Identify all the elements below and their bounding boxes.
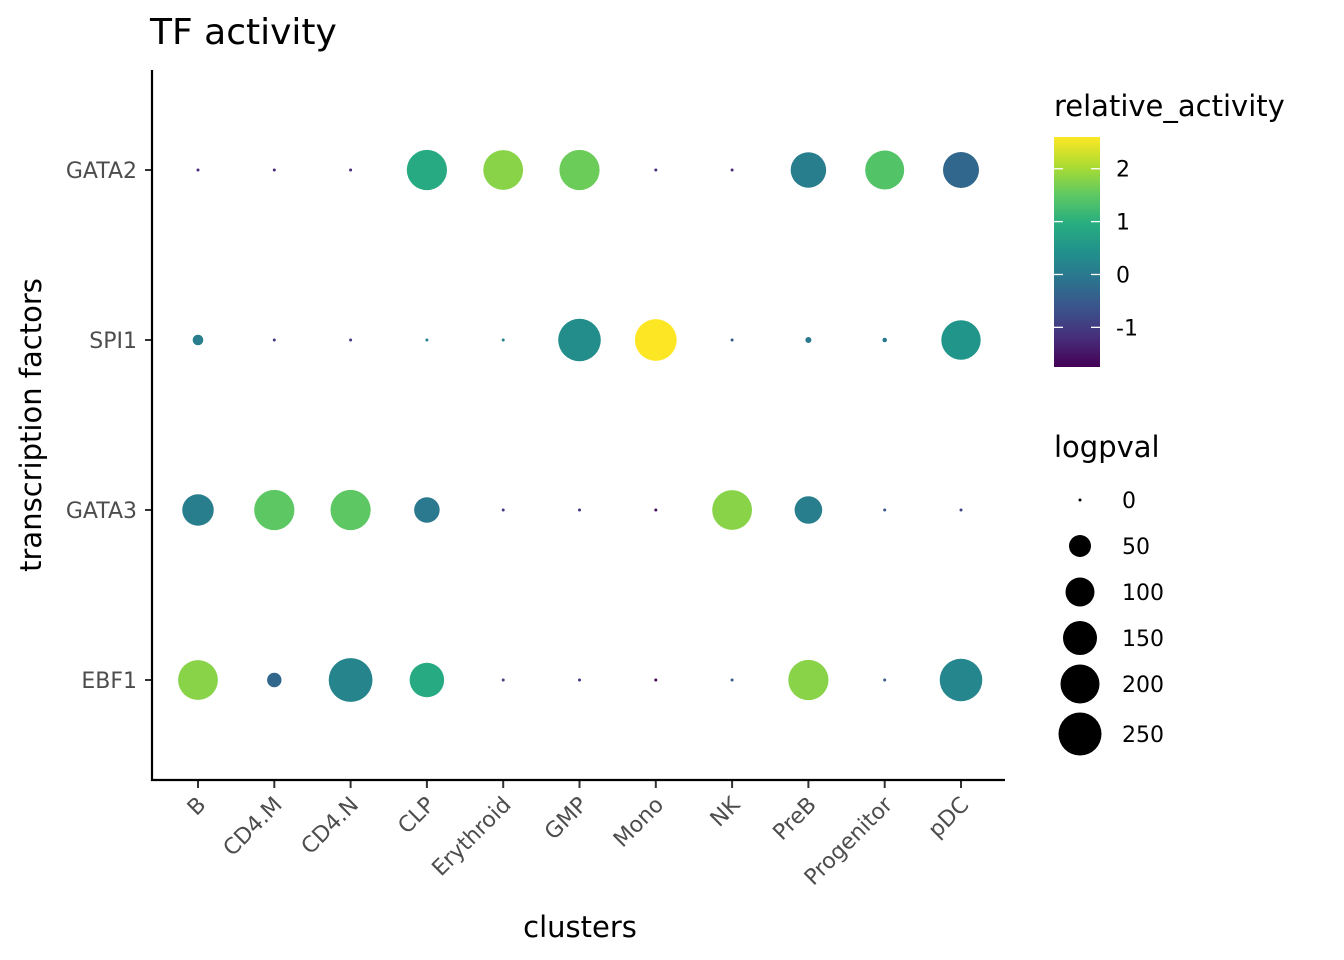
- size-key-label: 100: [1122, 581, 1164, 606]
- color-tick-label: -1: [1116, 316, 1138, 341]
- size-legend-title: logpval: [1054, 430, 1160, 464]
- x-tick-label-clp: CLP: [394, 793, 441, 840]
- point-spi1-cd4-m: [272, 338, 276, 342]
- color-legend-ticks: -1 0 1 2: [1054, 158, 1138, 341]
- size-key-dot: [1065, 577, 1095, 607]
- size-legend: logpval 0 50 100 150 200 250: [1054, 430, 1164, 756]
- size-key-label: 150: [1122, 627, 1164, 652]
- point-gata3-gmp: [578, 508, 581, 512]
- point-gata3-cd4-n: [330, 489, 371, 531]
- point-gata3-nk: [712, 490, 752, 530]
- color-legend-bar: [1054, 137, 1100, 367]
- x-tick-label-pdc: pDC: [924, 793, 974, 843]
- point-gata3-erythroid: [501, 508, 505, 512]
- x-tick-label-gmp: GMP: [540, 793, 593, 846]
- size-key-label: 250: [1122, 723, 1164, 748]
- point-ebf1-gmp: [578, 678, 581, 682]
- point-gata2-b: [196, 168, 200, 172]
- point-ebf1-clp: [409, 662, 445, 698]
- x-tick-label-erythroid: Erythroid: [428, 793, 517, 882]
- point-gata2-gmp: [559, 149, 600, 191]
- point-gata3-clp: [414, 497, 440, 523]
- point-gata2-mono: [654, 168, 658, 172]
- size-key-label: 200: [1122, 673, 1164, 698]
- color-tick-label: 0: [1116, 263, 1130, 288]
- point-ebf1-cd4-m: [267, 672, 282, 688]
- size-key-label: 0: [1122, 489, 1136, 514]
- color-tick-label: 1: [1116, 211, 1130, 236]
- color-legend: relative_activity -1 0 1 2: [1054, 89, 1285, 367]
- point-spi1-cd4-n: [349, 338, 353, 342]
- y-axis-ticks: EBF1 GATA3 SPI1 GATA2: [66, 159, 152, 694]
- size-key-dot: [1060, 664, 1100, 704]
- point-gata2-progenitor: [865, 150, 905, 190]
- x-tick-label-nk: NK: [706, 792, 746, 832]
- x-tick-label-b: B: [183, 793, 211, 821]
- point-spi1-mono: [634, 319, 677, 361]
- point-ebf1-erythroid: [501, 678, 505, 682]
- x-tick-label-cd4-m: CD4.M: [219, 793, 288, 862]
- point-ebf1-mono: [654, 678, 658, 682]
- point-gata3-b: [182, 494, 214, 526]
- point-spi1-nk: [730, 338, 734, 342]
- point-gata2-cd4-m: [272, 168, 276, 172]
- data-points: [178, 149, 983, 702]
- size-key-label: 50: [1122, 535, 1150, 560]
- point-gata2-cd4-n: [349, 168, 353, 172]
- point-ebf1-pdc: [939, 658, 983, 702]
- point-ebf1-b: [178, 660, 218, 700]
- point-ebf1-nk: [730, 678, 734, 682]
- size-key-dot: [1063, 621, 1097, 655]
- y-tick-label-spi1: SPI1: [89, 329, 137, 354]
- point-spi1-gmp: [558, 318, 601, 362]
- size-legend-keys: 0 50 100 150 200 250: [1058, 489, 1164, 756]
- y-tick-label-ebf1: EBF1: [81, 669, 137, 694]
- x-tick-label-mono: Mono: [609, 793, 669, 853]
- x-tick-label-cd4-n: CD4.N: [297, 793, 364, 860]
- x-axis-title: clusters: [523, 910, 637, 944]
- x-tick-label-preb: PreB: [769, 793, 822, 846]
- point-spi1-preb: [805, 336, 812, 344]
- chart-title: TF activity: [149, 12, 337, 53]
- point-ebf1-cd4-n: [328, 658, 373, 702]
- color-legend-title: relative_activity: [1054, 89, 1285, 123]
- point-gata3-progenitor: [883, 508, 887, 512]
- color-tick-label: 2: [1116, 158, 1130, 183]
- size-key-dot: [1069, 535, 1091, 557]
- point-spi1-pdc: [941, 320, 981, 360]
- point-gata3-preb: [794, 496, 823, 524]
- point-spi1-clp: [425, 338, 429, 342]
- point-spi1-b: [192, 334, 204, 346]
- point-spi1-progenitor: [882, 337, 887, 343]
- y-tick-label-gata2: GATA2: [66, 159, 137, 184]
- y-axis-title: transcription factors: [14, 278, 48, 572]
- point-spi1-erythroid: [501, 338, 505, 342]
- y-tick-label-gata3: GATA3: [66, 499, 137, 524]
- point-gata2-nk: [730, 168, 734, 172]
- point-gata2-clp: [406, 149, 447, 191]
- point-gata3-mono: [654, 508, 658, 512]
- point-gata2-erythroid: [483, 150, 524, 190]
- point-gata2-preb: [790, 152, 827, 188]
- point-gata3-pdc: [959, 508, 963, 512]
- point-ebf1-progenitor: [883, 678, 887, 682]
- size-key-dot: [1058, 712, 1102, 756]
- point-ebf1-preb: [788, 659, 829, 701]
- point-gata2-pdc: [943, 152, 979, 188]
- point-gata3-cd4-m: [254, 489, 295, 531]
- size-key-dot: [1078, 498, 1082, 502]
